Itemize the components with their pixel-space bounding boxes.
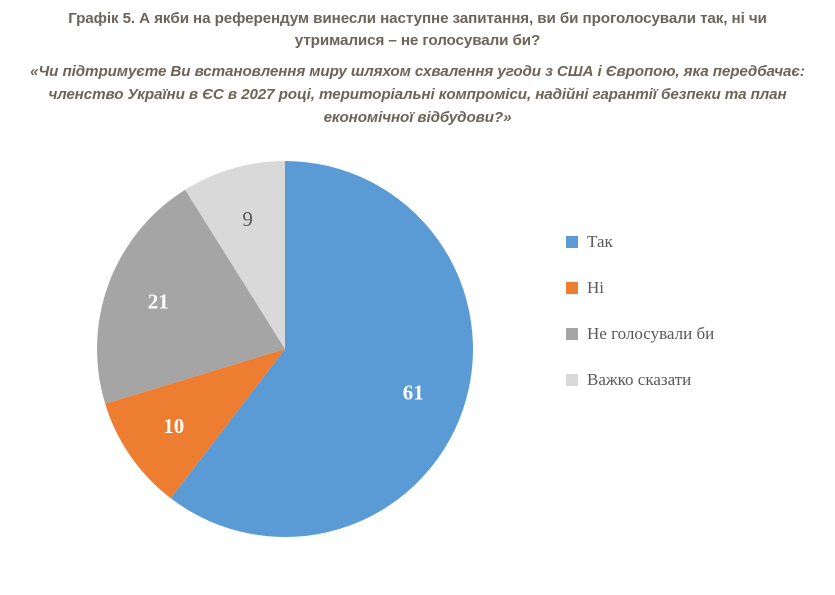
chart-title-line-2: ні чи утрималися – не голосували би? <box>294 10 767 49</box>
pie-slice[interactable] <box>185 161 285 349</box>
legend-item[interactable]: Так <box>566 232 826 252</box>
pie-slice[interactable] <box>96 189 285 404</box>
chart-subtitle-line-2: яка передбачає: членство України в ЄС в … <box>48 63 805 103</box>
title-block: Графік 5. А якби на референдум винесли н… <box>0 8 835 129</box>
chart-subtitle: «Чи підтримуєте Ви встановлення миру шля… <box>0 60 835 129</box>
pie-plot-area: 61 10 21 9 <box>0 140 560 580</box>
chart-subtitle-line-3: гарантії безпеки та план економічної від… <box>323 86 787 126</box>
legend-item[interactable]: Ні <box>566 278 826 298</box>
legend-swatch-icon <box>566 282 578 294</box>
chart-legend: Так Ні Не голосували би Важко сказати <box>566 232 826 416</box>
pie-slice-value-label: 10 <box>163 414 184 438</box>
legend-item-label: Важко сказати <box>587 370 692 389</box>
pie-slice-value-label: 9 <box>242 207 253 231</box>
legend-item-label: Так <box>587 232 613 251</box>
legend-swatch-icon <box>566 328 578 340</box>
legend-item[interactable]: Важко сказати <box>566 370 826 390</box>
pie-slice[interactable] <box>105 349 286 499</box>
legend-item-label: Ні <box>587 278 604 297</box>
legend-item[interactable]: Не голосували би <box>566 324 826 344</box>
page-title: Графік 5. А якби на референдум винесли н… <box>0 8 835 52</box>
pie-slice-value-label: 21 <box>148 290 169 314</box>
pie-slice[interactable] <box>170 161 474 537</box>
legend-swatch-icon <box>566 374 578 386</box>
legend-item-label: Не голосували би <box>587 324 715 343</box>
chart-title-line-1: Графік 5. А якби на референдум винесли н… <box>68 10 728 27</box>
pie-slice-value-label: 61 <box>403 380 424 404</box>
chart-subtitle-line-1: «Чи підтримуєте Ви встановлення миру шля… <box>30 63 680 80</box>
legend-swatch-icon <box>566 236 578 248</box>
pie-svg: 61 10 21 9 <box>96 161 474 537</box>
